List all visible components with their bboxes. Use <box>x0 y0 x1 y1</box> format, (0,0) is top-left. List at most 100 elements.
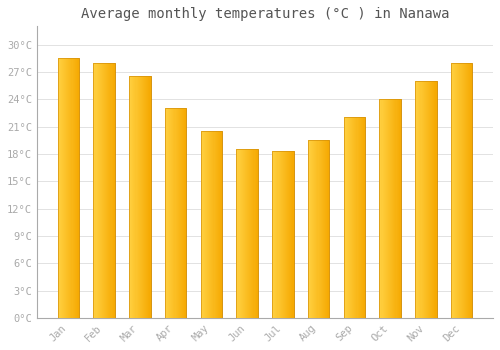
Bar <box>415 81 436 318</box>
Bar <box>356 117 358 318</box>
Bar <box>460 63 462 318</box>
Bar <box>180 108 181 318</box>
Bar <box>278 151 280 318</box>
Bar <box>184 108 185 318</box>
Bar <box>214 131 216 318</box>
Bar <box>361 117 362 318</box>
Bar <box>136 76 138 318</box>
Bar <box>464 63 465 318</box>
Bar <box>314 140 316 318</box>
Bar <box>205 131 206 318</box>
Bar <box>130 76 131 318</box>
Bar <box>311 140 312 318</box>
Bar <box>104 63 105 318</box>
Bar <box>287 151 288 318</box>
Bar <box>398 99 400 318</box>
Bar <box>429 81 430 318</box>
Bar <box>386 99 387 318</box>
Bar <box>451 63 472 318</box>
Bar <box>422 81 424 318</box>
Bar <box>328 140 330 318</box>
Bar <box>350 117 351 318</box>
Bar <box>468 63 469 318</box>
Bar <box>58 58 79 318</box>
Bar <box>77 58 78 318</box>
Bar <box>60 58 61 318</box>
Bar <box>387 99 388 318</box>
Bar <box>453 63 454 318</box>
Bar <box>140 76 141 318</box>
Bar <box>66 58 67 318</box>
Bar <box>165 108 186 318</box>
Bar <box>207 131 208 318</box>
Bar <box>283 151 284 318</box>
Bar <box>68 58 70 318</box>
Bar <box>168 108 169 318</box>
Bar <box>129 76 130 318</box>
Bar <box>415 81 416 318</box>
Bar <box>145 76 146 318</box>
Bar <box>247 149 248 318</box>
Bar <box>324 140 325 318</box>
Bar <box>78 58 79 318</box>
Bar <box>380 99 401 318</box>
Bar <box>212 131 214 318</box>
Bar <box>462 63 464 318</box>
Bar <box>238 149 240 318</box>
Bar <box>384 99 386 318</box>
Bar <box>390 99 391 318</box>
Bar <box>103 63 104 318</box>
Bar <box>202 131 204 318</box>
Bar <box>67 58 68 318</box>
Bar <box>416 81 418 318</box>
Bar <box>236 149 258 318</box>
Bar <box>249 149 250 318</box>
Bar <box>182 108 183 318</box>
Bar <box>280 151 281 318</box>
Bar <box>171 108 172 318</box>
Bar <box>94 63 115 318</box>
Bar <box>308 140 330 318</box>
Bar <box>290 151 292 318</box>
Bar <box>242 149 243 318</box>
Bar <box>204 131 205 318</box>
Bar <box>176 108 178 318</box>
Bar <box>469 63 470 318</box>
Bar <box>310 140 311 318</box>
Bar <box>382 99 384 318</box>
Bar <box>254 149 256 318</box>
Bar <box>309 140 310 318</box>
Bar <box>248 149 249 318</box>
Bar <box>285 151 286 318</box>
Bar <box>106 63 107 318</box>
Bar <box>243 149 244 318</box>
Bar <box>427 81 428 318</box>
Bar <box>346 117 347 318</box>
Bar <box>172 108 174 318</box>
Bar <box>101 63 102 318</box>
Bar <box>200 131 222 318</box>
Bar <box>471 63 472 318</box>
Bar <box>308 140 309 318</box>
Bar <box>327 140 328 318</box>
Bar <box>236 149 258 318</box>
Bar <box>353 117 354 318</box>
Bar <box>380 99 382 318</box>
Bar <box>400 99 401 318</box>
Bar <box>458 63 460 318</box>
Bar <box>134 76 136 318</box>
Bar <box>143 76 144 318</box>
Bar <box>466 63 467 318</box>
Bar <box>94 63 96 318</box>
Bar <box>322 140 323 318</box>
Bar <box>430 81 431 318</box>
Bar <box>252 149 254 318</box>
Bar <box>284 151 285 318</box>
Bar <box>96 63 98 318</box>
Bar <box>276 151 278 318</box>
Bar <box>389 99 390 318</box>
Bar <box>426 81 427 318</box>
Bar <box>455 63 456 318</box>
Bar <box>210 131 212 318</box>
Bar <box>363 117 364 318</box>
